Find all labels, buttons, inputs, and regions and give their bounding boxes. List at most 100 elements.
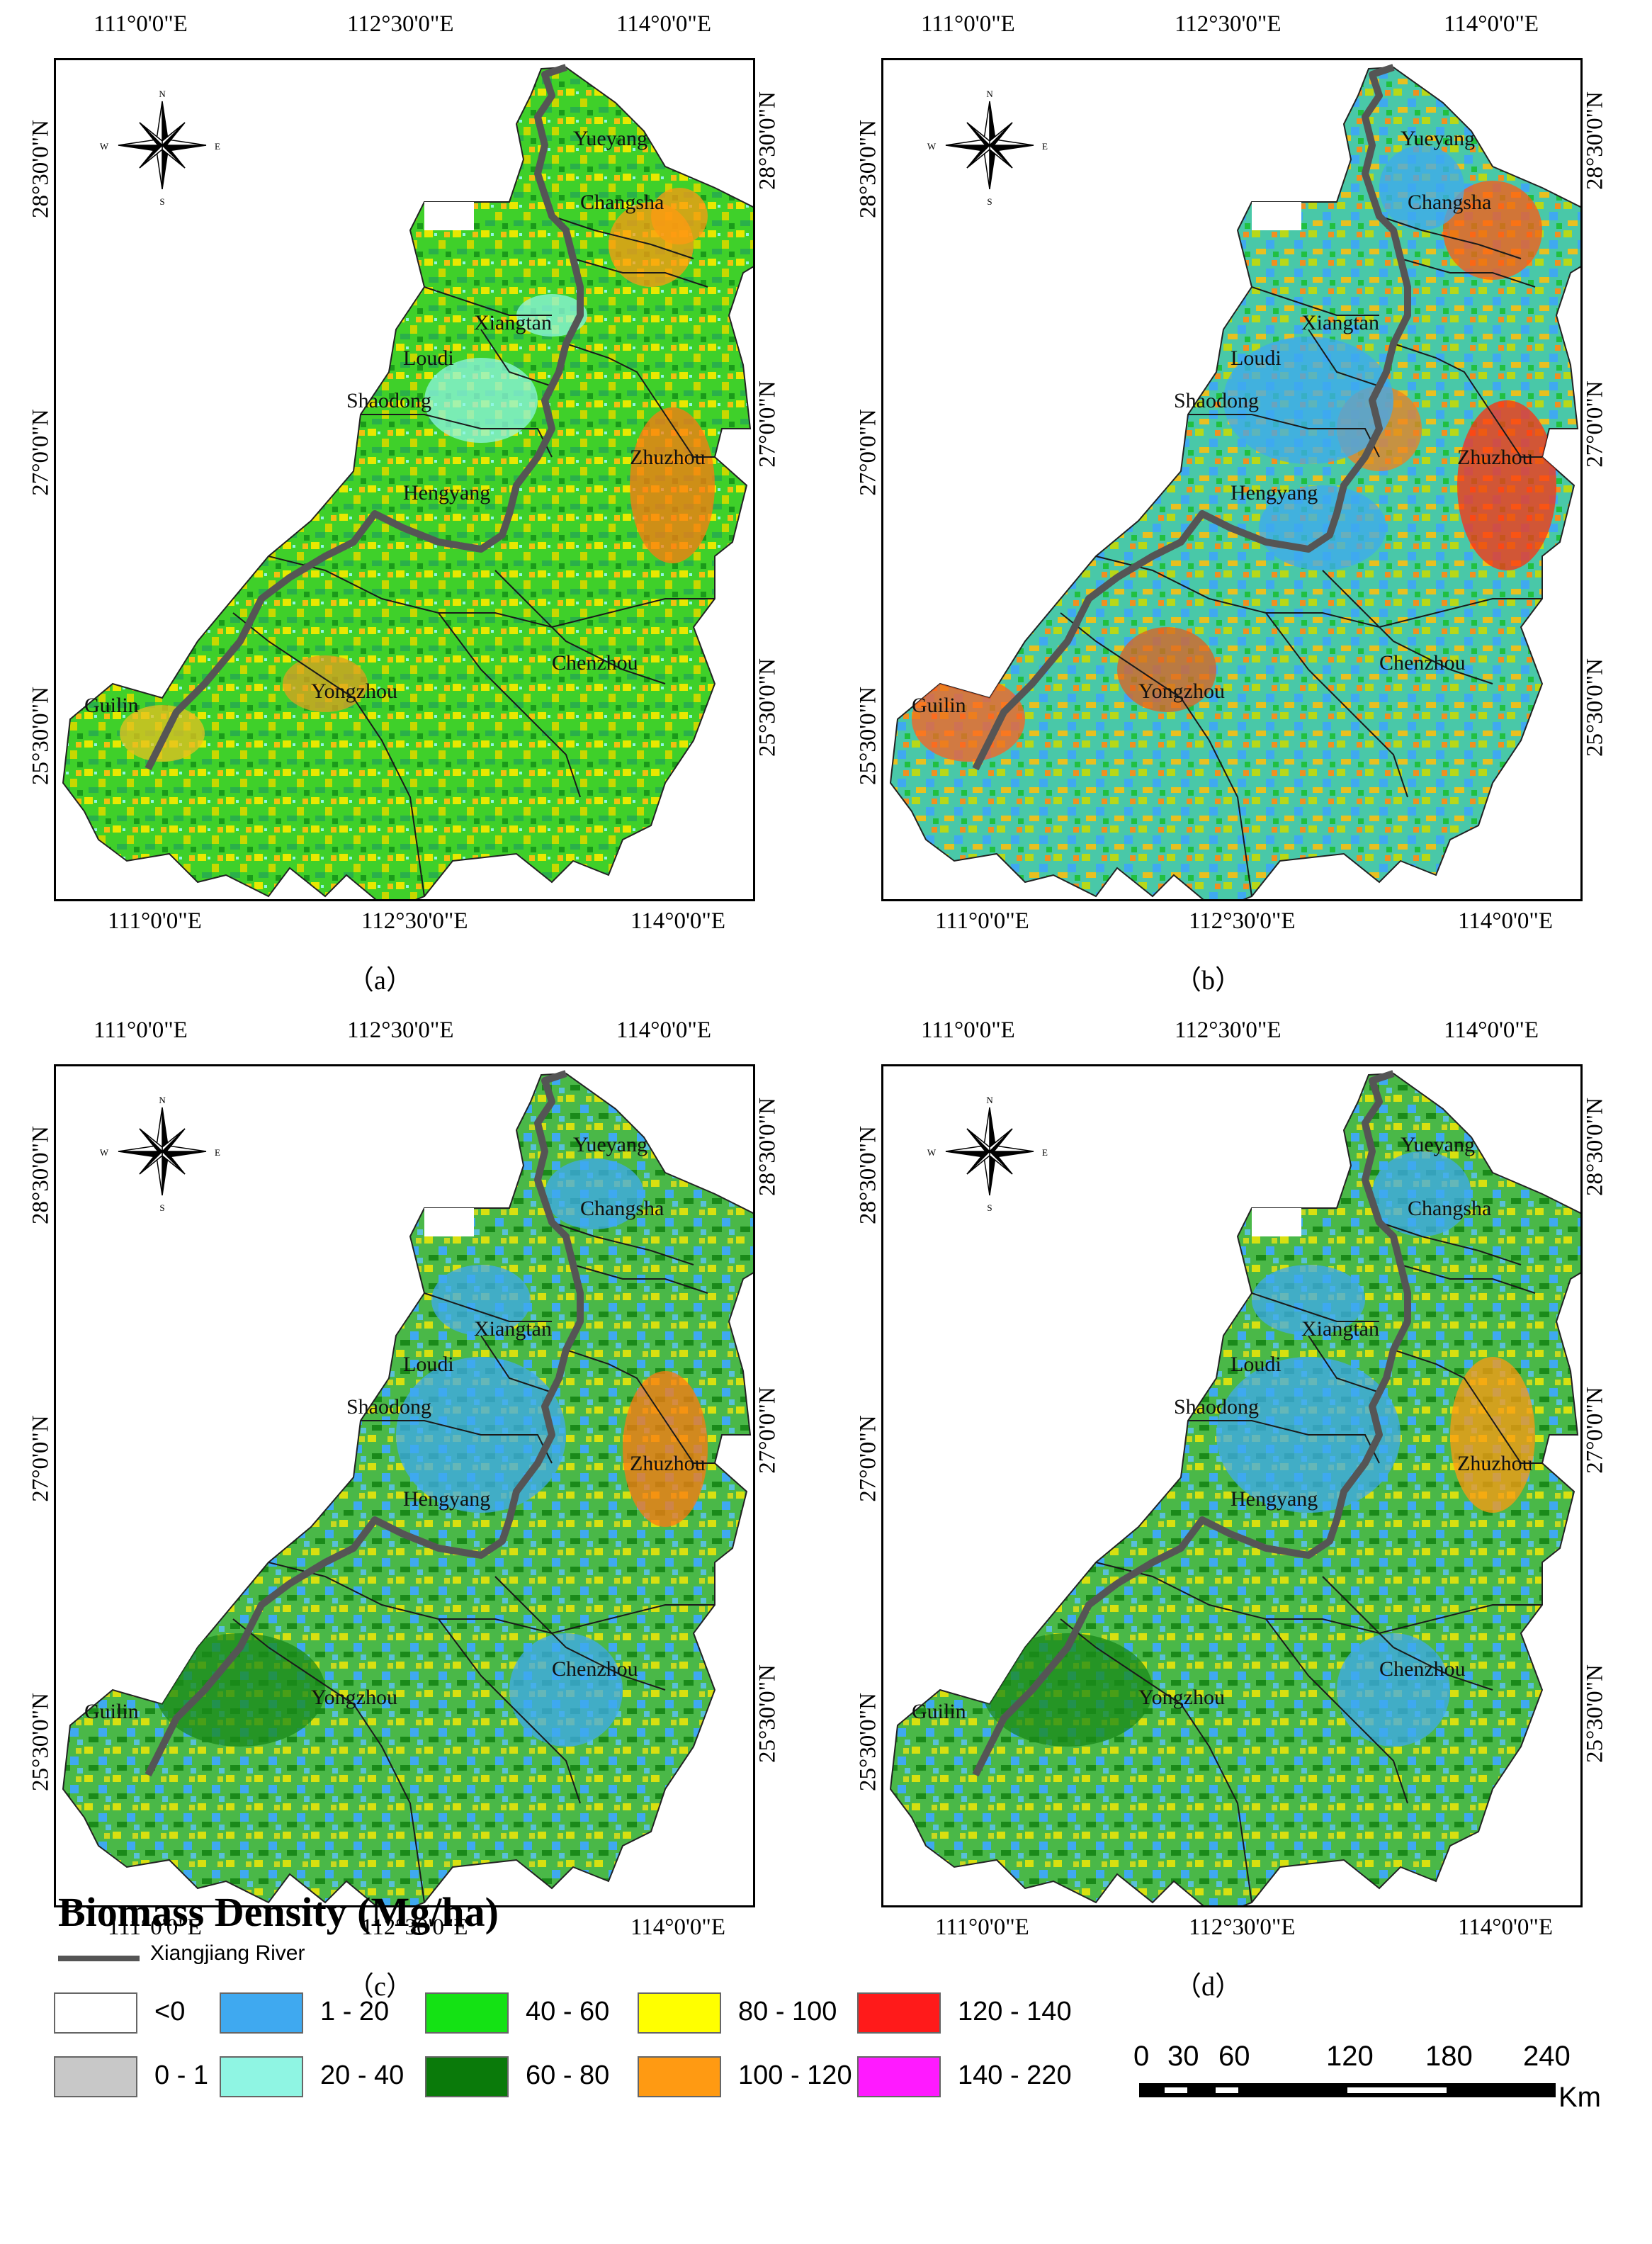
legend-swatch <box>857 2056 941 2097</box>
legend-label: 40 - 60 <box>526 1997 610 2026</box>
top-longitude-label: 111°0'0"E <box>921 11 1015 37</box>
scale-bar-graphic <box>1139 2083 1556 2097</box>
right-latitude-label: 28°30'0"N <box>1582 1098 1608 1196</box>
city-label-yueyang: Yueyang <box>573 127 647 150</box>
biomass-patch <box>651 188 708 244</box>
right-latitude-label: 25°30'0"N <box>1582 658 1608 757</box>
admin-boundary <box>494 1576 666 1691</box>
city-label-hengyang: Hengyang <box>403 1487 490 1511</box>
city-label-changsha: Changsha <box>580 191 664 214</box>
legend-item: 140 - 220 <box>857 2056 1072 2099</box>
legend-item: 80 - 100 <box>638 1992 850 2035</box>
compass-label-w: W <box>100 1147 109 1158</box>
scale-label-0: 0 <box>1133 2041 1150 2072</box>
right-latitude-label: 27°0'0"N <box>754 1387 781 1474</box>
city-label-changsha: Changsha <box>580 1197 664 1220</box>
city-label-yongzhou: Yongzhou <box>311 1686 397 1709</box>
admin-boundary <box>1322 570 1493 684</box>
admin-boundary <box>361 1420 553 1464</box>
nodata-area <box>1252 202 1301 230</box>
compass-label-s: S <box>987 196 992 207</box>
xiangjiang-river <box>972 1070 1411 1777</box>
bottom-longitude-label: 114°0'0"E <box>1458 908 1554 934</box>
admin-boundary <box>424 286 552 316</box>
admin-boundary <box>268 556 715 628</box>
left-latitude-label: 28°30'0"N <box>28 120 54 218</box>
city-label-shaodong: Shaodong <box>1174 1395 1259 1419</box>
biomass-patch <box>283 655 368 712</box>
xiangjiang-river <box>145 1070 584 1777</box>
compass-label-n: N <box>159 1095 166 1105</box>
left-latitude-label: 27°0'0"N <box>28 409 54 496</box>
legend-item: 100 - 120 <box>638 2056 852 2099</box>
city-label-zhuzhou: Zhuzhou <box>1457 1452 1533 1475</box>
admin-boundary <box>1393 1349 1542 1464</box>
admin-boundary <box>1308 1335 1380 1393</box>
admin-boundary <box>551 1222 694 1265</box>
city-label-zhuzhou: Zhuzhou <box>630 1452 706 1475</box>
city-label-guilin: Guilin <box>84 1700 139 1723</box>
map-panel-a: 111°0'0"E 112°30'0"E 114°0'0"E 111°0'0"E 112… <box>0 0 822 1006</box>
right-latitude-label: 25°30'0"N <box>754 658 781 757</box>
top-longitude-label: 114°0'0"E <box>1444 11 1539 37</box>
left-latitude-label: 25°30'0"N <box>855 1693 881 1791</box>
admin-boundary <box>438 612 581 798</box>
admin-boundary <box>424 1292 552 1322</box>
city-label-chenzhou: Chenzhou <box>552 651 638 675</box>
admin-boundary <box>268 1562 715 1635</box>
compass-label-w: W <box>927 141 937 152</box>
bottom-longitude-label: 111°0'0"E <box>108 1915 202 1940</box>
nodata-area <box>424 1208 474 1236</box>
biomass-patch <box>155 1633 325 1747</box>
legend-swatch <box>425 1992 509 2034</box>
biomass-patch <box>623 1371 708 1527</box>
top-longitude-label: 112°30'0"E <box>1175 11 1282 37</box>
legend-label: 20 - 40 <box>320 2060 404 2090</box>
bottom-longitude-label: 111°0'0"E <box>935 908 1029 934</box>
admin-boundary <box>572 1264 708 1294</box>
city-label-yueyang: Yueyang <box>1401 1133 1475 1156</box>
admin-boundary <box>1322 1576 1493 1691</box>
biomass-patch <box>1457 400 1556 570</box>
scale-label-30: 30 <box>1167 2041 1199 2072</box>
admin-boundary <box>1095 556 1542 628</box>
city-label-loudi: Loudi <box>1230 346 1282 370</box>
city-label-xiangtan: Xiangtan <box>474 1317 552 1341</box>
biomass-patch <box>1450 1357 1535 1513</box>
legend-swatch <box>638 2056 721 2097</box>
compass-label-s: S <box>159 1202 164 1213</box>
legend-label: <0 <box>154 1997 186 2026</box>
bottom-longitude-label: 112°30'0"E <box>1189 1915 1296 1940</box>
scale-label-120: 120 <box>1326 2041 1374 2072</box>
top-longitude-label: 111°0'0"E <box>921 1017 1015 1043</box>
left-latitude-label: 27°0'0"N <box>28 1415 54 1502</box>
admin-boundary <box>565 343 715 458</box>
city-label-guilin: Guilin <box>84 694 139 717</box>
panel-caption: （b） <box>1175 966 1243 996</box>
left-latitude-label: 27°0'0"N <box>855 409 881 496</box>
map-frame: Yueyang Changsha Xiangtan Loudi Shaodong Zhuz… <box>881 1064 1622 1918</box>
compass-label-e: E <box>215 141 220 152</box>
admin-boundary <box>572 258 708 288</box>
right-latitude-label: 28°30'0"N <box>1582 91 1608 190</box>
scale-label-240: 240 <box>1523 2041 1571 2072</box>
admin-boundary <box>232 1618 425 1903</box>
legend-item: 60 - 80 <box>425 2056 638 2099</box>
left-latitude-label: 27°0'0"N <box>855 1415 881 1502</box>
city-label-loudi: Loudi <box>1230 1353 1282 1376</box>
admin-boundary <box>480 329 553 387</box>
city-label-chenzhou: Chenzhou <box>1379 1657 1466 1681</box>
biomass-map: Yueyang Changsha Xiangtan Loudi Shaodong Zhuz… <box>62 1070 794 1918</box>
city-label-changsha: Changsha <box>1408 191 1491 214</box>
north-arrow-compass: N S E W <box>927 89 1048 207</box>
compass-label-s: S <box>159 196 164 207</box>
compass-label-e: E <box>1042 1147 1048 1158</box>
legend-title: Biomass Density (Mg/ha) <box>58 1889 499 1935</box>
legend-item: 1 - 20 <box>220 1992 432 2035</box>
admin-boundary <box>1379 1222 1522 1265</box>
left-latitude-label: 25°30'0"N <box>28 1693 54 1791</box>
biomass-patch <box>912 677 1025 762</box>
admin-boundary <box>1308 329 1380 387</box>
admin-boundary <box>551 215 694 259</box>
biomass-patch <box>424 358 538 443</box>
